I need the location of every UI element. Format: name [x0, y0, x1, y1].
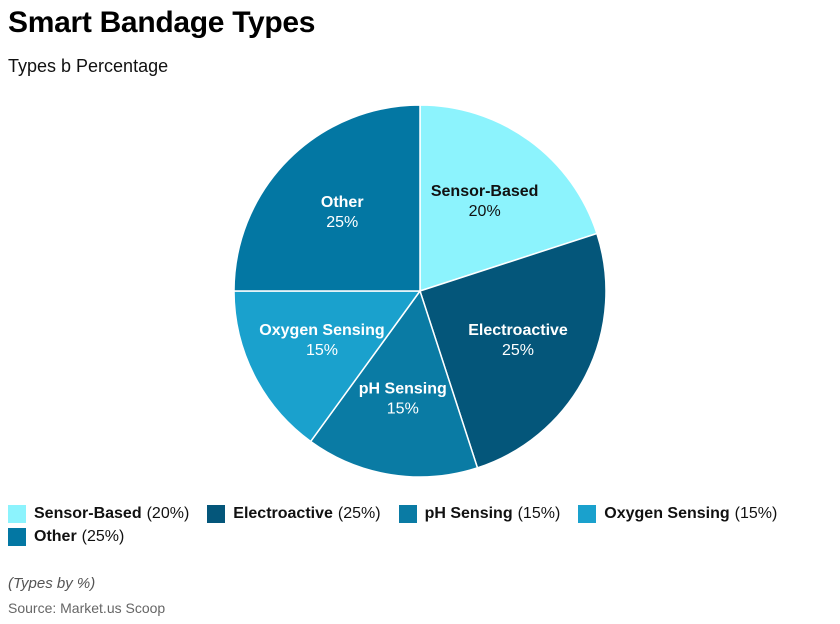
slice-label-oxygen-sensing: Oxygen Sensing — [259, 322, 384, 339]
legend-item-electroactive[interactable]: Electroactive (25%) — [207, 505, 381, 523]
legend-label: Other — [34, 528, 77, 545]
pie-slice-sensor-based[interactable] — [419, 104, 598, 293]
slice-label-sensor-based: Sensor-Based — [431, 183, 539, 200]
legend-swatch — [8, 505, 26, 523]
slice-value-electroactive: 25% — [502, 342, 534, 359]
pie-slice-electroactive[interactable] — [419, 232, 607, 469]
slice-value-oxygen-sensing: 15% — [306, 342, 338, 359]
legend-swatch — [398, 505, 417, 523]
legend-item-oxygen-sensing[interactable]: Oxygen Sensing (15%) — [578, 505, 777, 523]
slice-value-ph-sensing: 15% — [387, 401, 419, 418]
source-text: Source: Market.us Scoop — [8, 600, 166, 616]
legend-label: pH Sensing — [424, 505, 513, 522]
pie-slice-oxygen-sensing[interactable] — [233, 290, 422, 443]
legend-label: Oxygen Sensing — [604, 505, 730, 522]
legend-value: (25%) — [81, 528, 125, 545]
pie-chart: Sensor-Based 20% Electroactive 25% pH Sensin… — [233, 104, 607, 478]
legend-swatch — [207, 505, 226, 523]
slice-label-electroactive: Electroactive — [468, 322, 568, 339]
chart-note: (Types by %) — [8, 575, 96, 592]
legend-item-other[interactable]: Other (25%) — [8, 528, 124, 546]
legend-label: Electroactive — [233, 505, 333, 522]
slice-label-other: Other — [321, 194, 364, 211]
legend-value: (25%) — [337, 505, 381, 522]
slice-value-other: 25% — [326, 214, 358, 231]
legend-value: (15%) — [734, 505, 778, 522]
pie-slice-ph-sensing[interactable] — [309, 289, 479, 478]
legend-swatch — [8, 528, 26, 546]
legend-label: Sensor-Based — [34, 505, 142, 522]
chart-subtitle: Types b Percentage — [8, 56, 169, 76]
legend: Sensor-Based (20%) Electroactive (25%) p… — [8, 505, 808, 546]
pie-slice-other[interactable] — [233, 104, 421, 292]
legend-swatch — [578, 505, 597, 523]
slice-value-sensor-based: 20% — [469, 203, 501, 220]
chart-title: Smart Bandage Types — [8, 6, 316, 39]
legend-item-ph-sensing[interactable]: pH Sensing (15%) — [398, 505, 561, 523]
slice-label-ph-sensing: pH Sensing — [359, 381, 447, 398]
legend-value: (20%) — [146, 505, 190, 522]
legend-value: (15%) — [517, 505, 561, 522]
legend-item-sensor-based[interactable]: Sensor-Based (20%) — [8, 505, 189, 523]
